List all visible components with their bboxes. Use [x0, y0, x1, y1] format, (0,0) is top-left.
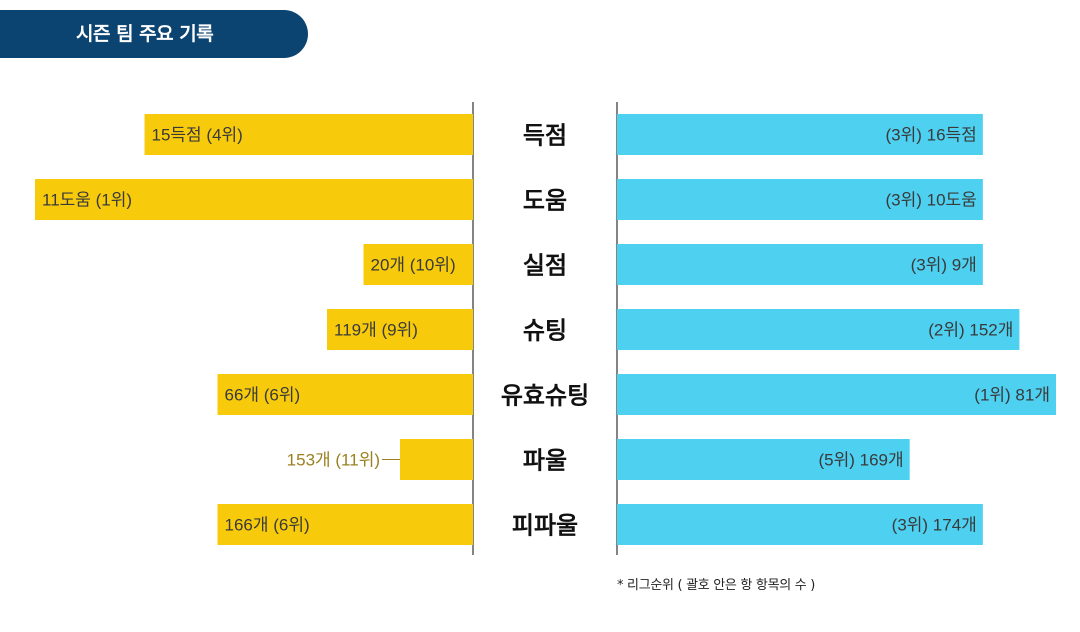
right-bar-5 [617, 439, 910, 480]
right-bar-0 [617, 114, 983, 155]
category-label-3: 슈팅 [523, 317, 567, 345]
page-title: 시즌 팀 주요 기록 [76, 23, 214, 45]
category-label-0: 득점 [523, 122, 567, 150]
left-bar-5 [400, 439, 473, 480]
right-bar-4 [617, 374, 1056, 415]
left-value-label-0: 15득점 (4위) [152, 126, 243, 145]
left-bar-0 [144, 114, 473, 155]
category-label-4: 유효슈팅 [501, 382, 589, 410]
right-value-label-0: (3위) 16득점 [885, 126, 976, 145]
right-value-label-6: (3위) 174개 [892, 516, 977, 535]
right-value-label-4: (1위) 81개 [974, 386, 1050, 405]
left-value-label-4: 66개 (6위) [225, 386, 301, 405]
left-value-label-5: 153개 (11위) [287, 451, 380, 470]
left-value-label-2: 20개 (10위) [371, 256, 456, 275]
right-bar-2 [617, 244, 983, 285]
right-value-label-5: (5위) 169개 [819, 451, 904, 470]
left-value-label-6: 166개 (6위) [225, 516, 310, 535]
left-bar-3 [327, 309, 473, 350]
category-label-5: 파울 [523, 447, 567, 475]
right-bar-1 [617, 179, 983, 220]
right-bar-3 [617, 309, 1020, 350]
category-label-6: 피파울 [512, 512, 578, 540]
left-value-label-1: 11도움 (1위) [42, 191, 132, 210]
header-tab: 시즌 팀 주요 기록 [0, 10, 308, 58]
left-bar-2 [363, 244, 473, 285]
left-value-label-3: 119개 (9위) [334, 321, 418, 340]
left-bar-4 [217, 374, 473, 415]
right-value-label-3: (2위) 152개 [928, 321, 1013, 340]
left-bar-6 [217, 504, 473, 545]
category-label-2: 실점 [523, 252, 567, 280]
category-label-1: 도움 [523, 187, 567, 215]
footnote: * 리그순위 ( 괄호 안은 항 항목의 수 ) [617, 578, 815, 593]
right-bar-6 [617, 504, 983, 545]
left-bar-1 [35, 179, 473, 220]
right-value-label-1: (3위) 10도움 [885, 191, 976, 210]
right-value-label-2: (3위) 9개 [911, 256, 977, 275]
